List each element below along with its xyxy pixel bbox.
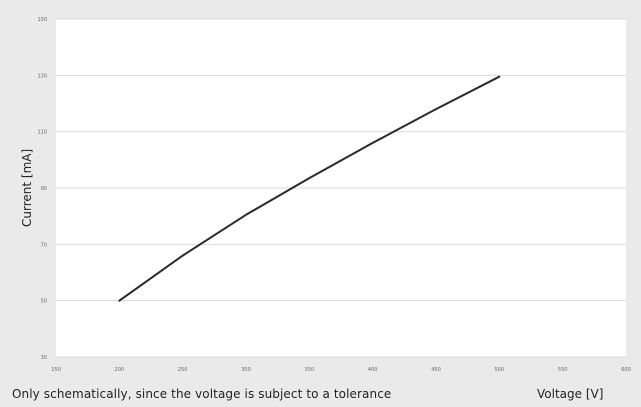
x-tick-label: 550 — [558, 367, 568, 373]
y-tick-label: 130 — [37, 73, 47, 79]
data-point — [371, 142, 374, 144]
x-tick-label: 350 — [305, 367, 315, 373]
y-tick-label: 110 — [37, 130, 47, 136]
grid — [56, 18, 626, 358]
x-tick-label: 500 — [495, 367, 505, 373]
x-tick-label: 200 — [115, 367, 125, 373]
data-point — [308, 177, 311, 179]
y-axis-title: Current [mA] — [20, 148, 34, 227]
tick-labels: 30 50 70 90 110 130 150 150 200 250 300 350 400 450 50… — [37, 17, 630, 373]
data-point — [245, 213, 247, 216]
x-tick-label: 300 — [241, 367, 251, 373]
x-tick-label: 450 — [431, 367, 441, 373]
series-lines — [118, 75, 501, 302]
data-point — [498, 75, 501, 78]
x-tick-label: 400 — [368, 367, 378, 373]
x-tick-label: 600 — [621, 367, 631, 373]
x-tick-label: 250 — [178, 367, 188, 373]
x-tick-label: 150 — [51, 367, 61, 373]
data-point — [181, 254, 184, 257]
y-tick-label: 70 — [41, 242, 47, 248]
data-point — [435, 108, 437, 110]
y-tick-label: 30 — [41, 355, 47, 361]
x-axis-title: Voltage [V] — [537, 387, 604, 401]
y-tick-label: 90 — [41, 186, 47, 192]
y-tick-label: 50 — [41, 299, 47, 305]
chart-caption: Only schematically, since the voltage is… — [12, 387, 392, 401]
y-tick-label: 150 — [37, 17, 47, 23]
data-point — [118, 299, 121, 302]
